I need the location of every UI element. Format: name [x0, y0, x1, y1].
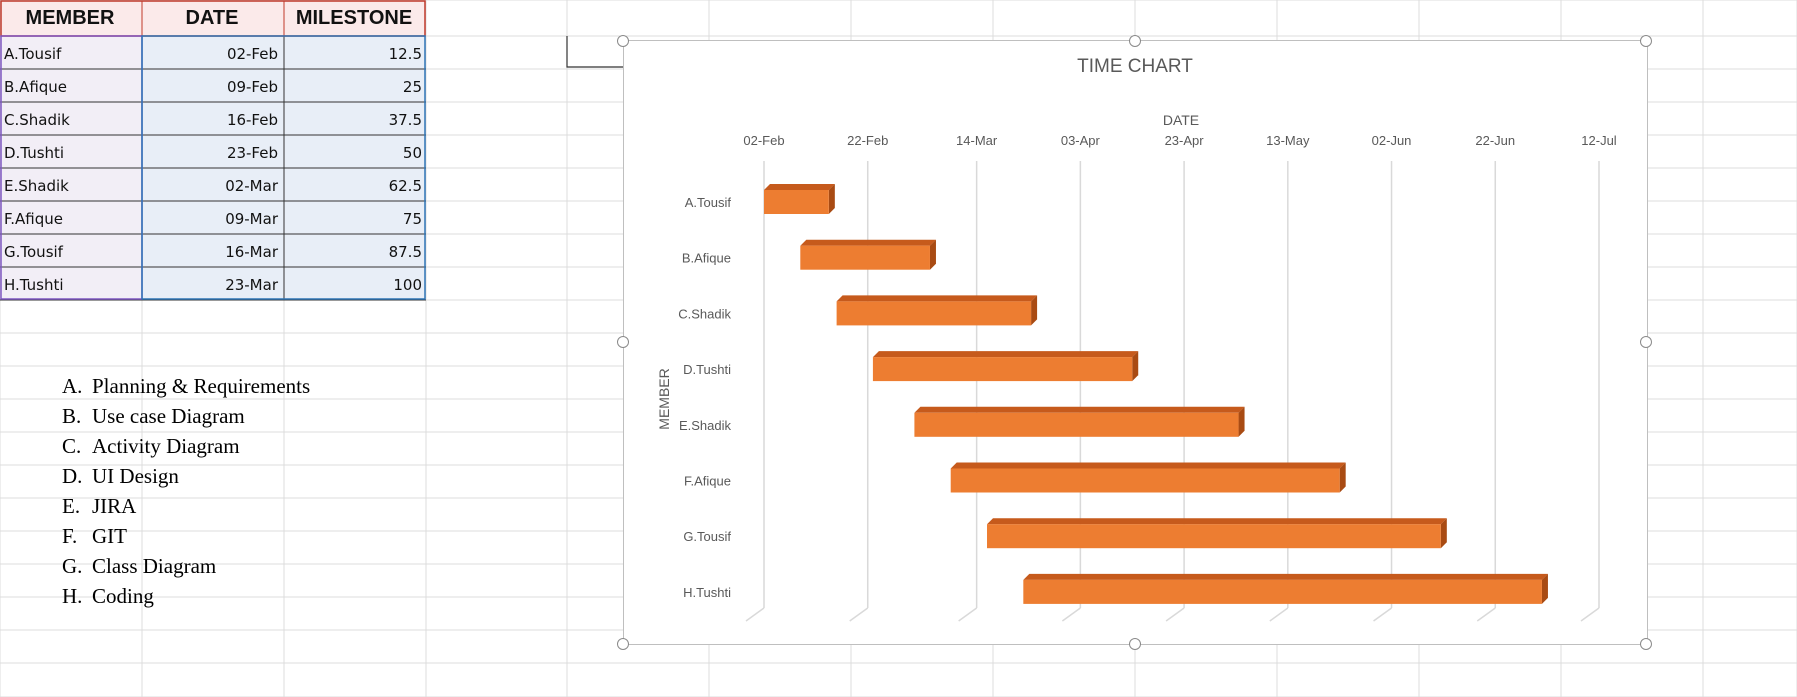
y-category-label: A.Tousif	[685, 195, 732, 210]
phase-label: Coding	[92, 584, 154, 608]
resize-handle-bottom-center[interactable]	[1129, 638, 1141, 650]
phase-letter: E.	[62, 494, 81, 518]
resize-handle-top-right[interactable]	[1640, 35, 1652, 47]
cell-milestone[interactable]: 25	[402, 78, 422, 96]
gridline-floor	[1165, 607, 1185, 622]
phase-list-item[interactable]: D. UI Design	[62, 464, 179, 489]
cell-date[interactable]: 23-Mar	[225, 276, 278, 294]
phase-list-item[interactable]: G. Class Diagram	[62, 554, 216, 579]
header-date[interactable]: DATE	[185, 7, 239, 29]
phase-letter: D.	[62, 464, 83, 488]
gridline-floor	[1373, 607, 1392, 622]
phase-list-item[interactable]: E. JIRA	[62, 494, 136, 519]
phase-letter: G.	[62, 554, 83, 578]
cell-member[interactable]: A.Tousif	[4, 45, 62, 63]
phase-letter: B.	[62, 404, 82, 428]
cell-member[interactable]: B.Afique	[4, 78, 68, 96]
y-category-label: B.Afique	[682, 251, 731, 266]
resize-handle-middle-left[interactable]	[617, 336, 629, 348]
gantt-bar[interactable]	[950, 462, 1346, 493]
phase-label: JIRA	[92, 494, 137, 518]
phase-letter: C.	[62, 434, 82, 458]
x-tick-label: 03-Apr	[1061, 133, 1101, 148]
gantt-bar[interactable]	[836, 295, 1038, 326]
x-tick-label: 23-Apr	[1165, 133, 1205, 148]
cell-date[interactable]: 02-Feb	[226, 45, 278, 63]
gantt-bar[interactable]	[987, 518, 1447, 549]
cell-milestone[interactable]: 12.5	[388, 45, 422, 63]
phase-label: Use case Diagram	[92, 404, 245, 428]
phase-label: Activity Diagram	[92, 434, 240, 458]
cell-member[interactable]: H.Tushti	[4, 276, 64, 294]
phase-letter: H.	[62, 584, 83, 608]
header-member[interactable]: MEMBER	[25, 7, 115, 29]
time-chart-plot: TIME CHART DATE MEMBER 02-Feb 22-Feb 14-Mar 03…	[656, 56, 1617, 622]
resize-handle-top-center[interactable]	[1129, 35, 1141, 47]
x-tick-label: 13-May	[1266, 133, 1310, 148]
phase-letter: F.	[62, 524, 78, 548]
gantt-bar[interactable]	[764, 184, 835, 214]
gridline-floor	[958, 607, 978, 622]
y-category-label: D.Tushti	[683, 362, 731, 377]
header-milestone[interactable]: MILESTONE	[295, 7, 413, 29]
cell-date[interactable]: 23-Feb	[226, 144, 278, 162]
phase-label: Planning & Requirements	[92, 374, 311, 398]
time-chart[interactable]: TIME CHART DATE MEMBER 02-Feb 22-Feb 14-Mar 03…	[623, 40, 1648, 645]
gantt-bar[interactable]	[1023, 573, 1548, 604]
gantt-bar[interactable]	[800, 239, 936, 270]
cell-milestone[interactable]: 100	[393, 276, 422, 294]
cell-date[interactable]: 02-Mar	[225, 177, 278, 195]
cell-milestone[interactable]: 62.5	[388, 177, 422, 195]
y-category-label: E.Shadik	[679, 418, 732, 433]
y-category-label: H.Tushti	[683, 585, 731, 600]
resize-handle-top-left[interactable]	[617, 35, 629, 47]
y-axis-title[interactable]: MEMBER	[656, 368, 672, 429]
x-tick-label: 02-Feb	[743, 133, 784, 148]
phase-label: UI Design	[92, 464, 179, 488]
x-tick-label: 22-Jun	[1475, 133, 1515, 148]
gridline-floor	[1269, 607, 1289, 622]
cell-date[interactable]: 09-Feb	[226, 78, 278, 96]
phase-list-item[interactable]: H. Coding	[62, 584, 154, 609]
gridline-floor	[1061, 607, 1081, 622]
cell-member[interactable]: G.Tousif	[4, 243, 63, 261]
phase-label: GIT	[92, 524, 127, 548]
cell-milestone[interactable]: 50	[402, 144, 422, 162]
phase-list-item[interactable]: B. Use case Diagram	[62, 404, 245, 429]
phase-list-item[interactable]: C. Activity Diagram	[62, 434, 240, 459]
gantt-bar[interactable]	[872, 351, 1139, 382]
x-tick-label: 22-Feb	[847, 133, 888, 148]
phase-label: Class Diagram	[92, 554, 217, 578]
cell-date[interactable]: 16-Feb	[226, 111, 278, 129]
x-tick-label: 12-Jul	[1581, 133, 1617, 148]
cell-milestone[interactable]: 75	[402, 210, 422, 228]
y-category-label: F.Afique	[684, 474, 731, 489]
cell-member[interactable]: F.Afique	[4, 210, 63, 228]
cell-date[interactable]: 16-Mar	[225, 243, 278, 261]
phase-list-item[interactable]: F. GIT	[62, 524, 127, 549]
gridline-floor	[1476, 607, 1496, 622]
x-tick-label: 14-Mar	[956, 133, 998, 148]
cell-milestone[interactable]: 87.5	[388, 243, 422, 261]
y-category-label: C.Shadik	[678, 306, 731, 321]
cell-member[interactable]: C.Shadik	[4, 111, 70, 129]
resize-handle-bottom-left[interactable]	[617, 638, 629, 650]
cell-date[interactable]: 09-Mar	[225, 210, 278, 228]
gridline-floor	[849, 607, 869, 622]
gantt-bar[interactable]	[914, 406, 1245, 437]
gridline-floor	[745, 607, 765, 622]
phase-list-item[interactable]: A. Planning & Requirements	[62, 374, 310, 399]
x-tick-label: 02-Jun	[1372, 133, 1412, 148]
cell-member[interactable]: D.Tushti	[4, 144, 65, 162]
resize-handle-bottom-right[interactable]	[1640, 638, 1652, 650]
phase-letter: A.	[62, 374, 83, 398]
chart-title[interactable]: TIME CHART	[1077, 56, 1193, 77]
gridline-floor	[1580, 607, 1600, 622]
resize-handle-middle-right[interactable]	[1640, 336, 1652, 348]
x-axis-title[interactable]: DATE	[1163, 112, 1199, 128]
cell-member[interactable]: E.Shadik	[4, 177, 69, 195]
cell-milestone[interactable]: 37.5	[388, 111, 422, 129]
y-category-label: G.Tousif	[683, 529, 731, 544]
